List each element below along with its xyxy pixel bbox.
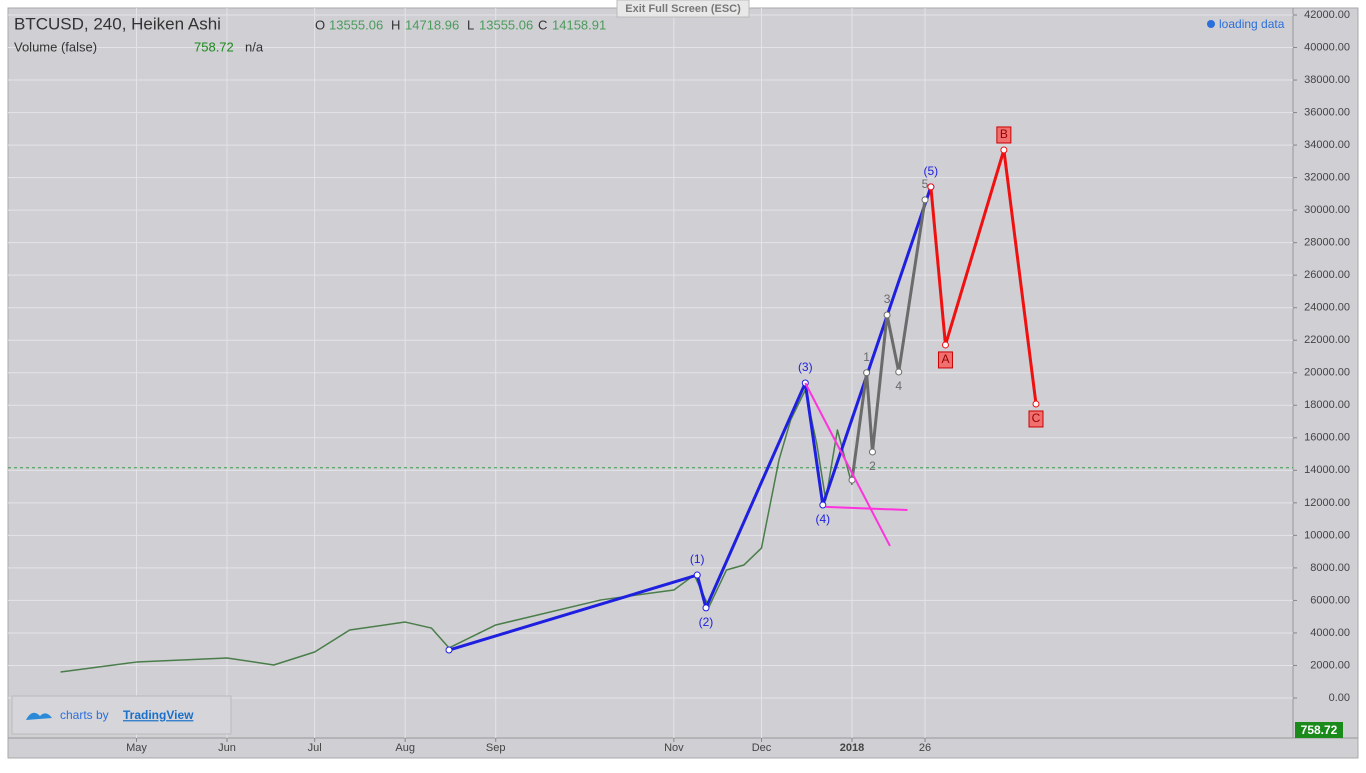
y-tick-label: 8000.00 [1310,562,1350,574]
exit-text[interactable]: Exit Full Screen (ESC) [625,3,741,15]
x-tick-label: Jul [308,742,322,754]
wave-label: (3) [798,360,813,374]
wave-point [693,571,701,579]
x-tick-label: Sep [486,742,506,754]
wave-point [941,341,949,349]
volume-value: 758.72 [194,39,234,54]
x-tick-label: Dec [752,742,772,754]
tv-logo [26,712,52,720]
series-line [825,505,908,512]
plot: (1) (2) (3) (4) (5) 1 2 3 4 5 A B C [8,8,1297,742]
wave-point [868,448,876,456]
wave-point [921,196,929,204]
wave-label-box [937,351,953,369]
wave-point [1000,146,1008,154]
wave-label: 1 [863,350,870,364]
wave-label: (5) [924,164,939,178]
y-tick-label: 16000.00 [1304,432,1350,444]
y-tick-label: 38000.00 [1304,74,1350,86]
symbol-title: BTCUSD, 240, Heiken Ashi [14,14,221,33]
chart-frame [7,7,1359,759]
y-tick-label: 32000.00 [1304,172,1350,184]
l-label: L [467,17,474,32]
wave-label: 3 [884,292,891,306]
y-tick-label: 24000.00 [1304,302,1350,314]
series-line [929,148,1038,405]
y-tick-label: 40000.00 [1304,41,1350,53]
volume-ma: n/a [245,39,264,54]
x-tick-label: 26 [919,742,931,754]
x-tick-label: Aug [395,742,415,754]
volume-tag-text: 758.72 [1301,723,1338,737]
wave-label-box [996,126,1012,144]
wave-label: 2 [869,459,876,473]
x-tick-label: 2018 [840,742,864,754]
low-value: 13555.06 [479,17,533,32]
y-tick-label: 18000.00 [1304,399,1350,411]
loading-dot [1207,20,1215,28]
x-tick-label: May [126,742,147,754]
close-value: 14158.91 [552,17,606,32]
x-tick-label: Nov [664,742,684,754]
wave-label: 5 [922,177,929,191]
y-tick-label: 20000.00 [1304,367,1350,379]
y-tick-label: 28000.00 [1304,237,1350,249]
wave-point [445,646,453,654]
y-tick-label: 12000.00 [1304,497,1350,509]
h-label: H [391,17,400,32]
brand-link[interactable]: TradingView [123,708,194,722]
wave-label: (2) [699,615,714,629]
x-tick-label: Jun [218,742,236,754]
y-tick-label: 26000.00 [1304,269,1350,281]
y-tick-label: 10000.00 [1304,529,1350,541]
wave-label: B [1000,127,1008,141]
volume-tag [1295,722,1343,738]
wave-label-box [1028,410,1044,428]
y-tick-label: 30000.00 [1304,204,1350,216]
wave-point [927,183,935,191]
wave-label: A [941,352,949,366]
wave-point [819,501,827,509]
wave-label: (4) [815,512,830,526]
o-label: O [315,17,325,32]
wave-label: C [1032,411,1041,425]
y-tick-label: 0.00 [1329,692,1350,704]
y-tick-label: 34000.00 [1304,139,1350,151]
y-tick-label: 22000.00 [1304,334,1350,346]
exit-button[interactable] [616,0,750,18]
wave-point [883,311,891,319]
high-value: 14718.96 [405,17,459,32]
wave-label: (1) [690,552,705,566]
y-tick-label: 4000.00 [1310,627,1350,639]
c-label: C [538,17,547,32]
loading-text: loading data [1219,17,1285,31]
wave-point [702,604,710,612]
y-tick-label: 2000.00 [1310,659,1350,671]
series-line [850,199,927,481]
wave-point [895,368,903,376]
y-tick-label: 42000.00 [1304,9,1350,21]
y-tick-label: 36000.00 [1304,106,1350,118]
wave-point [1032,400,1040,408]
wave-point [863,369,871,377]
open-value: 13555.06 [329,17,383,32]
y-tick-label: 6000.00 [1310,594,1350,606]
credit-text: charts by [60,708,109,722]
wave-label: 4 [895,379,902,393]
volume-title: Volume (false) [14,39,97,54]
y-tick-label: 14000.00 [1304,464,1350,476]
series-line [804,382,891,547]
